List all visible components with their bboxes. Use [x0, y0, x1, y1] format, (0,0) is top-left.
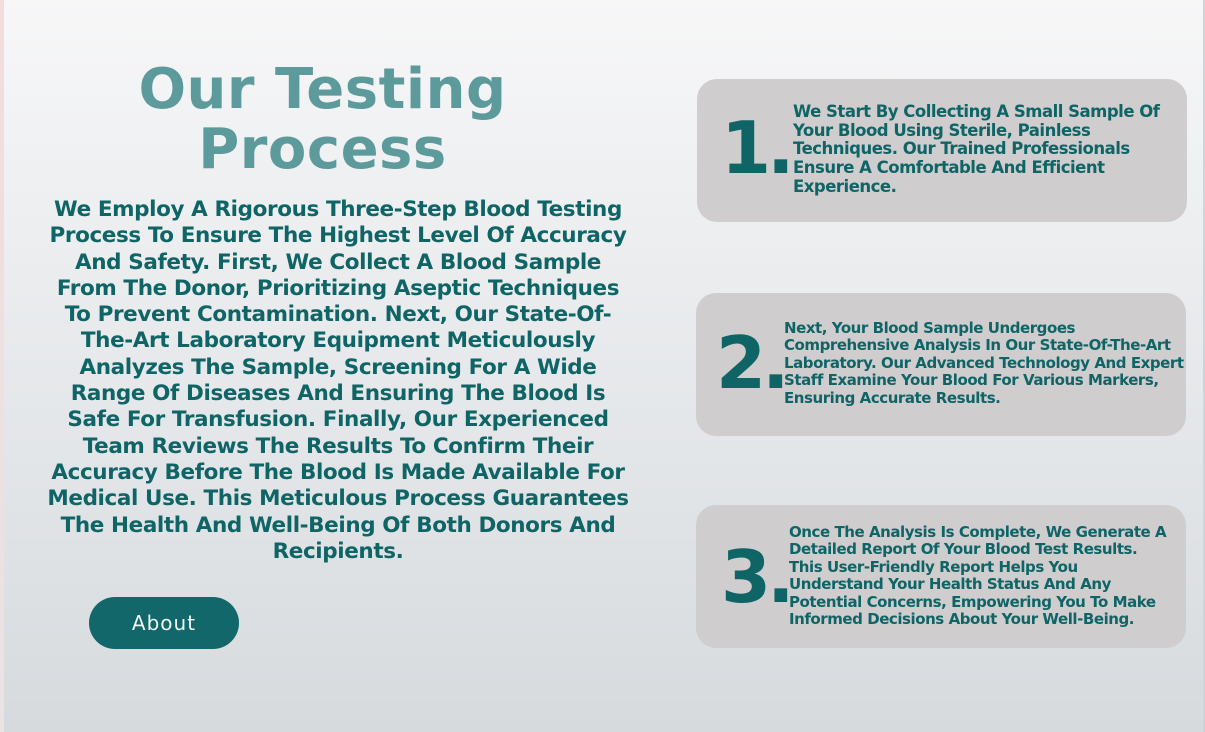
step-number-1: 1.	[721, 106, 794, 190]
about-button[interactable]: About	[89, 597, 239, 649]
step-card-2: 2. Next, Your Blood Sample Undergoes Com…	[696, 293, 1186, 436]
step-text-3: Once The Analysis Is Complete, We Genera…	[789, 523, 1167, 629]
step-text-1: We Start By Collecting A Small Sample Of…	[793, 102, 1160, 196]
step-card-1: 1. We Start By Collecting A Small Sample…	[697, 79, 1187, 222]
section-description: We Employ A Rigorous Three-Step Blood Te…	[47, 197, 629, 564]
step-card-3: 3. Once The Analysis Is Complete, We Gen…	[696, 505, 1186, 648]
page-left-edge	[0, 0, 4, 732]
section-title: Our Testing Process	[138, 57, 507, 182]
page-right-edge	[1203, 0, 1205, 732]
step-number-2: 2.	[716, 321, 789, 405]
step-text-2: Next, Your Blood Sample Undergoes Compre…	[784, 319, 1184, 407]
step-number-3: 3.	[721, 535, 794, 619]
